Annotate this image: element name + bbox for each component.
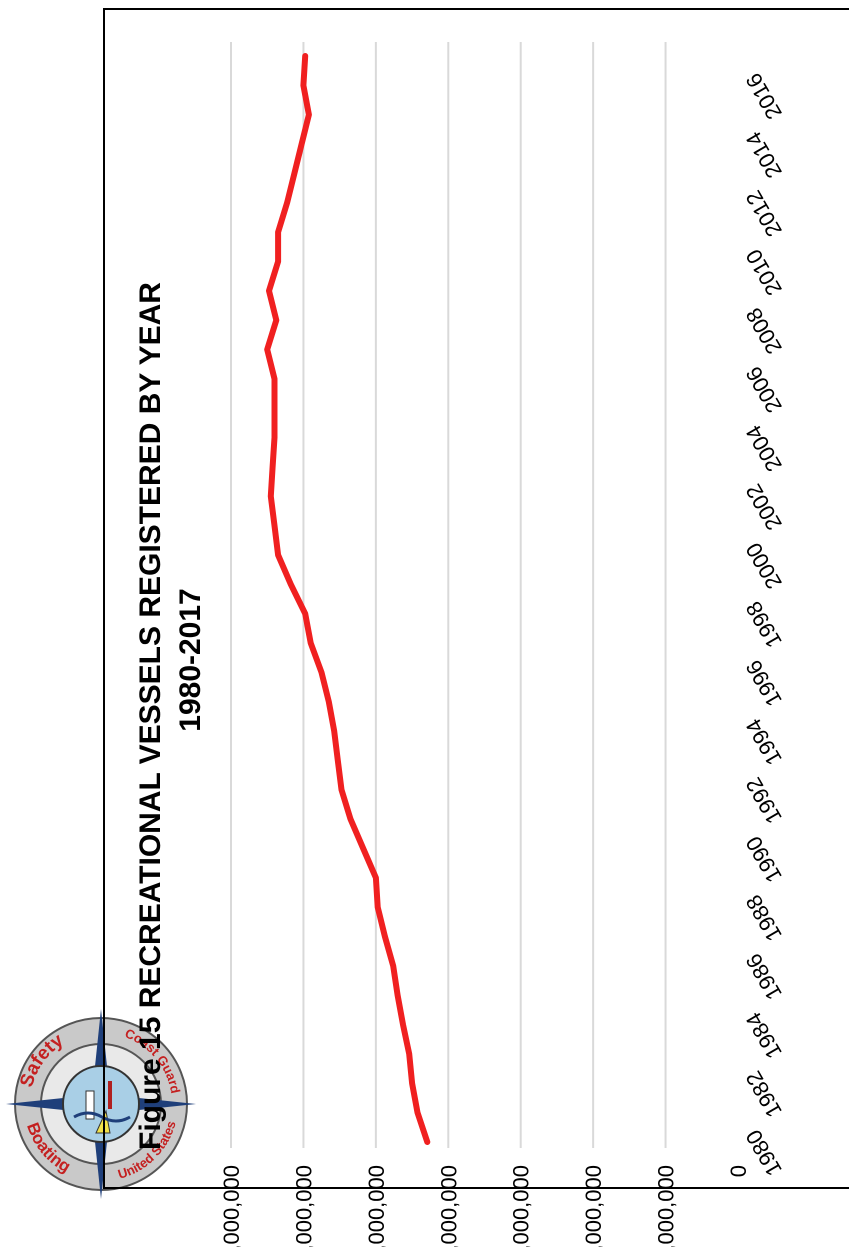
- y-tick-label: 12,000,000: [291, 1165, 316, 1247]
- x-tick-label: 2006: [741, 362, 787, 417]
- chart-title: Figure 15 RECREATIONAL VESSELS REGISTERE…: [134, 282, 167, 1150]
- x-tick-label: 1984: [741, 1008, 787, 1063]
- y-axis-tick-labels: 0 2,000,000 4,000,000 6,000,000 8,000,000 10,…: [219, 1165, 751, 1247]
- x-tick-label: 2002: [741, 480, 787, 535]
- x-tick-label: 2012: [741, 186, 787, 241]
- y-tick-label: 2,000,000: [654, 1165, 679, 1247]
- y-tick-label: 8,000,000: [436, 1165, 461, 1247]
- x-tick-label: 1992: [741, 773, 787, 828]
- coast-guard-seal: Safety Coast Guard United States Boating: [2, 1005, 200, 1203]
- y-tick-label: 10,000,000: [364, 1165, 389, 1247]
- x-tick-label: 1996: [741, 656, 787, 711]
- x-tick-label: 2014: [741, 128, 787, 183]
- x-tick-label: 2000: [741, 538, 787, 593]
- y-tick-label: 14,000,000: [219, 1165, 244, 1247]
- x-tick-label: 1990: [741, 832, 787, 887]
- x-tick-label: 1982: [741, 1067, 787, 1122]
- x-axis-tick-labels: 1980198219841986198819901992199419961998…: [741, 69, 787, 1181]
- x-tick-label: 2004: [741, 421, 787, 476]
- series-line-vessels: [264, 53, 431, 1145]
- x-tick-label: 1994: [741, 715, 787, 770]
- y-tick-label: 0: [726, 1165, 751, 1177]
- chart-subtitle: 1980-2017: [174, 588, 207, 731]
- x-tick-label: 2008: [741, 304, 787, 359]
- gridlines: [230, 42, 667, 1148]
- y-tick-label: 4,000,000: [581, 1165, 606, 1247]
- x-tick-label: 2010: [741, 245, 787, 300]
- x-tick-label: 1988: [741, 891, 787, 946]
- x-tick-label: 2016: [741, 69, 787, 124]
- x-tick-label: 1998: [741, 597, 787, 652]
- y-tick-label: 6,000,000: [509, 1165, 534, 1247]
- x-tick-label: 1986: [741, 949, 787, 1004]
- chart-frame: [103, 8, 849, 1189]
